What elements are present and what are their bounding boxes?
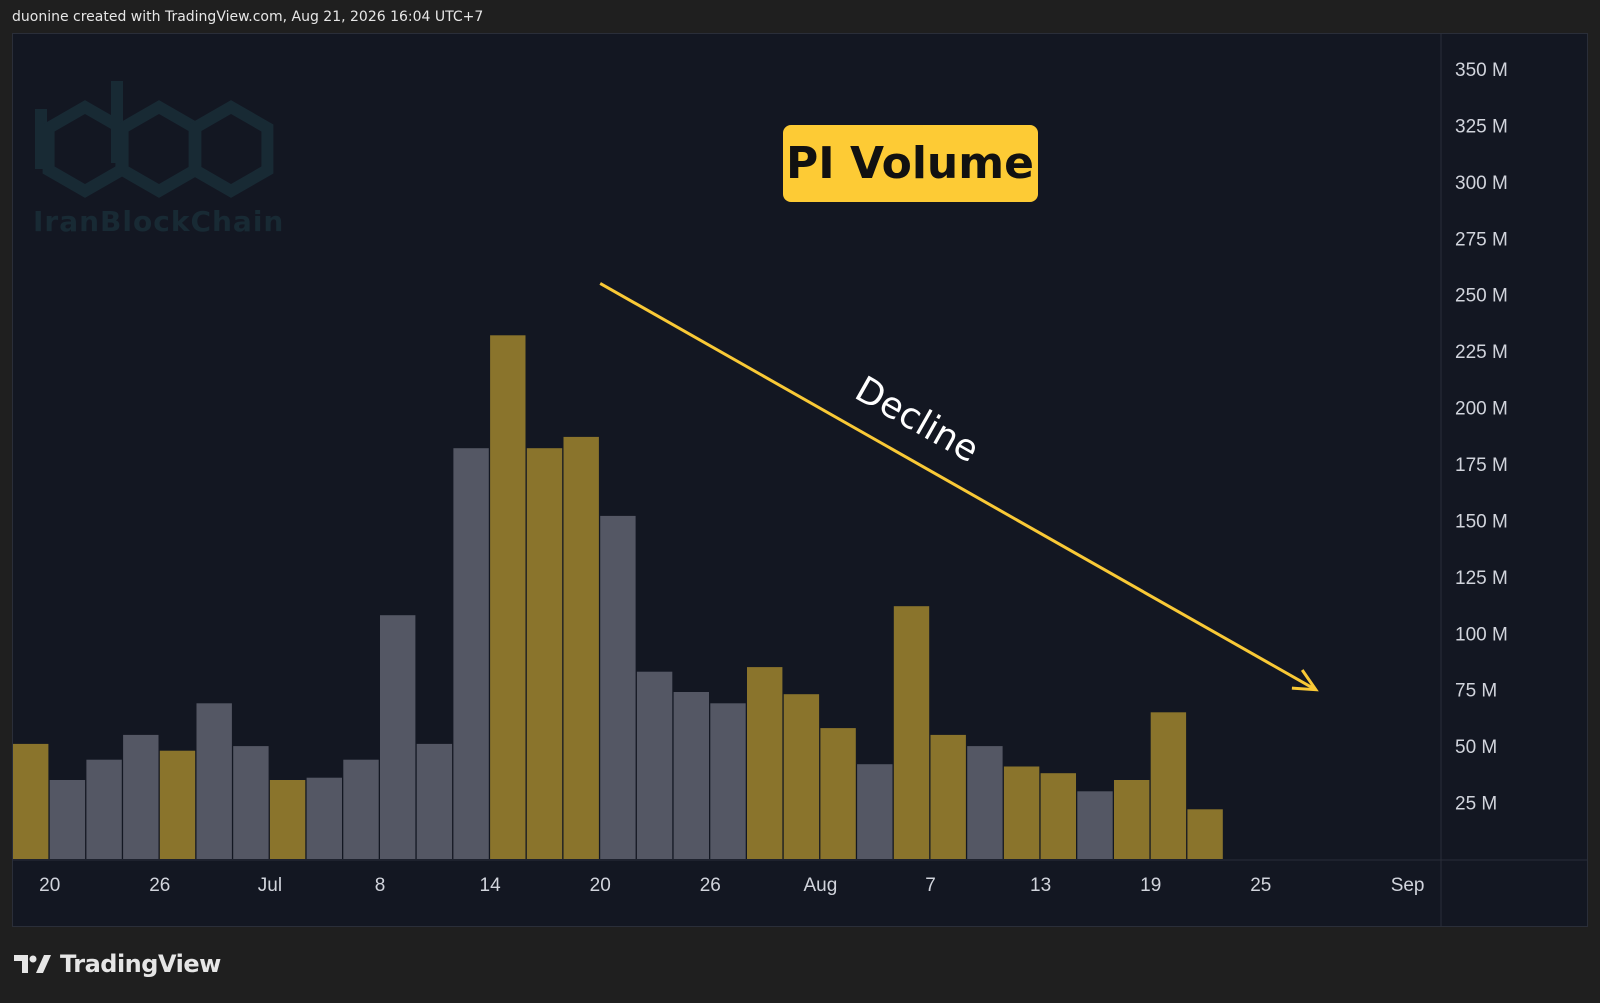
x-axis-tick-label: 26 (149, 875, 170, 896)
volume-bar (563, 436, 599, 859)
volume-bar (783, 694, 820, 859)
volume-bar (1040, 773, 1076, 859)
tradingview-logo-icon (14, 953, 52, 975)
chart-frame: IranBlockChain 350 M 325 M 300 M 275 M 250 M 2… (12, 33, 1588, 927)
volume-bar (1187, 809, 1223, 859)
y-axis-tick-label: 275 M (1455, 229, 1508, 250)
volume-bar (600, 515, 636, 859)
tradingview-brand: TradingView (60, 950, 221, 978)
x-axis-tick-label: 20 (590, 875, 611, 896)
x-axis-tick-label: 14 (480, 875, 502, 896)
chart-title-background (783, 125, 1038, 202)
x-axis-tick-label: 26 (700, 875, 721, 896)
y-axis-tick-label: 150 M (1455, 511, 1508, 532)
decline-annotation: Decline (848, 369, 985, 471)
volume-bar (490, 335, 526, 859)
x-axis-tick-label: 7 (925, 875, 936, 896)
volume-bar (967, 746, 1003, 859)
volume-bar (269, 780, 306, 859)
volume-bar (196, 703, 232, 859)
volume-bar (86, 759, 122, 859)
volume-bar (893, 606, 930, 859)
chart-title-badge: PI Volume (783, 125, 1038, 202)
y-axis-tick-label: 350 M (1455, 60, 1508, 81)
volume-bar (1114, 780, 1150, 859)
watermark-text: IranBlockChain (33, 205, 284, 238)
y-axis-tick-label: 125 M (1455, 568, 1508, 589)
volume-bar (673, 692, 709, 859)
y-axis-tick-label: 325 M (1455, 116, 1508, 137)
volume-bar (820, 728, 856, 859)
volume-bar (13, 743, 49, 859)
trend-arrow-head (1291, 669, 1319, 692)
volume-chart: IranBlockChain 350 M 325 M 300 M 275 M 250 M 2… (13, 34, 1587, 926)
trend-arrow-line (599, 282, 1317, 692)
tradingview-footer: TradingView (14, 950, 221, 978)
watermark-hexagon (188, 100, 274, 198)
x-axis-tick-label: Aug (803, 875, 837, 896)
volume-bar (233, 746, 269, 859)
volume-bar (416, 743, 453, 859)
volume-bar (526, 448, 563, 859)
volume-bar (710, 703, 746, 859)
volume-bar (159, 750, 196, 859)
volume-bar (747, 667, 783, 859)
x-axis-tick-label: 25 (1250, 875, 1271, 896)
y-axis-tick-label: 50 M (1455, 737, 1497, 758)
volume-bar (1003, 766, 1040, 859)
chart-title: PI Volume (786, 138, 1034, 189)
watermark-hexagon (42, 100, 128, 198)
x-axis-tick-label: 8 (375, 875, 386, 896)
x-axis-tick-label: 19 (1140, 875, 1161, 896)
watermark-hexagon (116, 100, 202, 198)
y-axis-tick-label: 300 M (1455, 173, 1508, 194)
y-axis-tick-label: 75 M (1455, 681, 1497, 702)
x-axis-tick-label: 13 (1030, 875, 1051, 896)
volume-bar (306, 777, 342, 859)
volume-bar (930, 734, 966, 859)
y-axis-tick-label: 225 M (1455, 342, 1508, 363)
volume-bar (380, 615, 416, 859)
volume-bar (1150, 712, 1187, 859)
volume-bar (123, 734, 159, 859)
volume-bar (49, 780, 86, 859)
watermark-logo: IranBlockChain (33, 81, 284, 238)
volume-bar (343, 759, 379, 859)
y-axis-tick-label: 250 M (1455, 286, 1508, 307)
y-axis-tick-label: 25 M (1455, 794, 1497, 815)
volume-bar (857, 764, 893, 859)
volume-bar (453, 448, 489, 859)
x-axis-tick-label: Sep (1391, 875, 1425, 896)
x-axis-tick-label: 20 (39, 875, 60, 896)
y-axis-tick-label: 100 M (1455, 624, 1508, 645)
volume-bar (1077, 791, 1113, 859)
volume-bar (636, 671, 673, 859)
y-axis-tick-label: 200 M (1455, 399, 1508, 420)
attribution-header: duonine created with TradingView.com, Au… (12, 9, 484, 25)
y-axis-tick-label: 175 M (1455, 455, 1508, 476)
x-axis-tick-label: Jul (258, 875, 282, 896)
